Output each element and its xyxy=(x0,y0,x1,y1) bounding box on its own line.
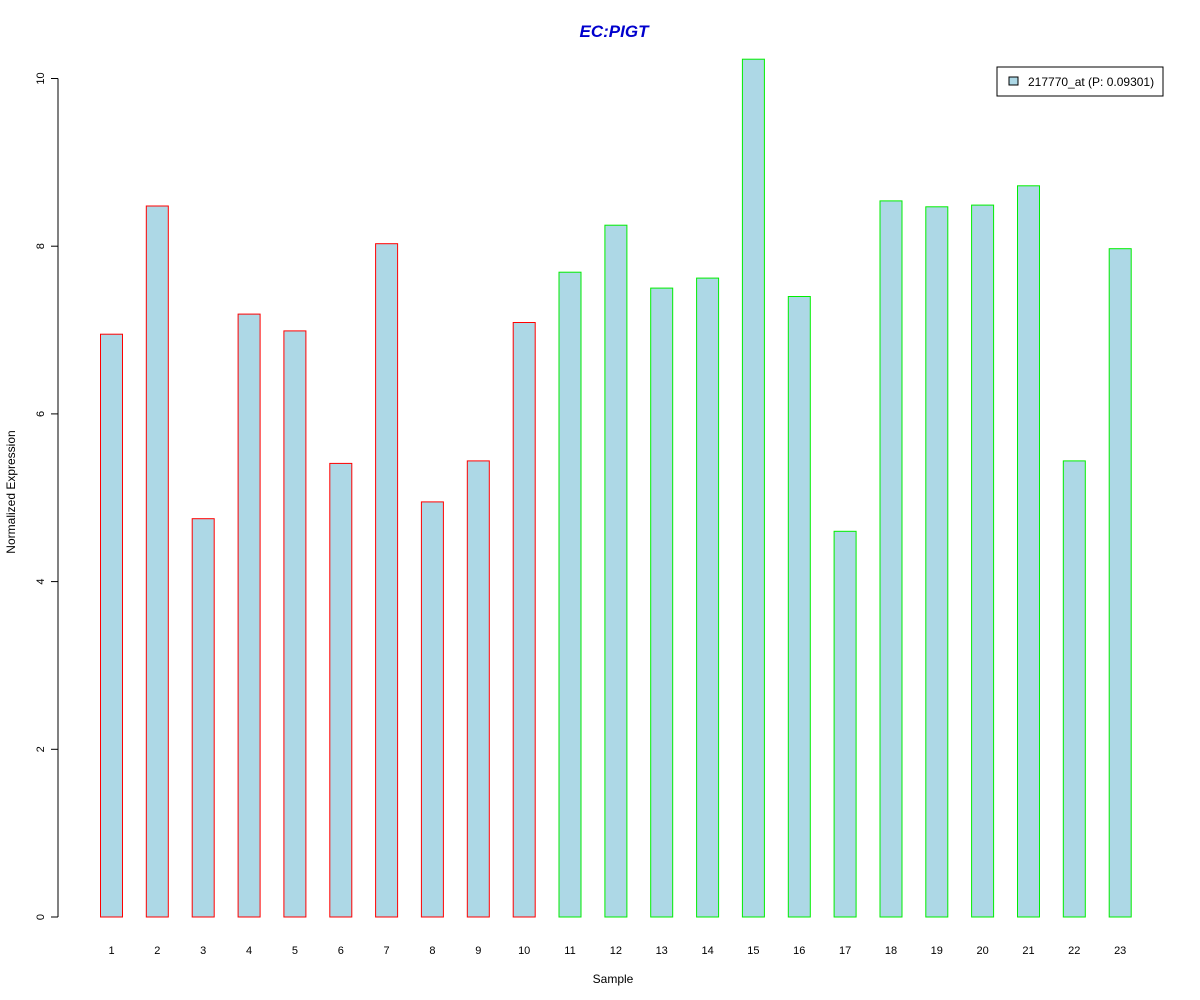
bar-sample-11 xyxy=(558,271,582,918)
x-tick-label: 12 xyxy=(610,945,622,957)
bar-sample-10 xyxy=(512,322,536,918)
x-tick-label: 13 xyxy=(656,945,668,957)
x-tick-label: 18 xyxy=(885,945,897,957)
x-tick-labels: 1 2 3 4 5 6 7 8 9 10 11 12 13 14 15 16 17 18 19 20 21 22 23 xyxy=(108,945,1126,957)
x-tick-label: 11 xyxy=(564,945,575,957)
bar-sample-17 xyxy=(833,530,857,918)
bar-sample-4 xyxy=(237,313,261,918)
y-tick-label: 2 xyxy=(35,746,47,752)
x-tick-label: 1 xyxy=(108,945,114,957)
x-tick-label: 23 xyxy=(1114,945,1126,957)
y-tick-label: 4 xyxy=(35,579,47,585)
y-tick-label: 8 xyxy=(35,243,47,249)
bar-sample-8 xyxy=(420,501,444,918)
legend: 217770_at (P: 0.09301) xyxy=(996,66,1164,97)
bar-sample-21 xyxy=(1017,185,1040,918)
bar-sample-6 xyxy=(329,462,353,918)
legend-swatch xyxy=(1008,76,1019,86)
x-tick-label: 16 xyxy=(793,945,805,957)
x-tick-label: 3 xyxy=(200,945,206,957)
bar-sample-9 xyxy=(466,460,490,918)
bar-sample-14 xyxy=(696,277,720,918)
x-tick-label: 9 xyxy=(475,945,481,957)
bar-sample-16 xyxy=(787,296,811,918)
bar-sample-3 xyxy=(191,518,215,918)
x-tick-label: 15 xyxy=(747,945,759,957)
bar-sample-18 xyxy=(879,200,903,918)
y-tick-label: 10 xyxy=(35,72,47,84)
y-tick-label: 6 xyxy=(35,411,47,417)
bars xyxy=(100,58,1132,918)
y-axis: 0 2 4 6 8 10 xyxy=(35,72,59,920)
bar-sample-12 xyxy=(604,224,628,918)
bar-sample-2 xyxy=(145,205,169,918)
bar-sample-15 xyxy=(741,58,765,918)
y-axis-label: Normalized Expression xyxy=(4,430,18,553)
y-tick-label: 0 xyxy=(35,914,47,920)
x-tick-label: 6 xyxy=(338,945,344,957)
bar-sample-20 xyxy=(971,204,995,918)
x-tick-label: 17 xyxy=(839,945,851,957)
x-tick-label: 14 xyxy=(701,945,713,957)
x-tick-label: 5 xyxy=(292,945,298,957)
x-tick-label: 19 xyxy=(931,945,943,957)
bar-sample-13 xyxy=(650,287,674,918)
legend-entry-label: 217770_at (P: 0.09301) xyxy=(1028,75,1154,89)
x-tick-label: 7 xyxy=(384,945,390,957)
x-axis-label: Sample xyxy=(593,972,634,986)
x-tick-label: 8 xyxy=(429,945,435,957)
bar-sample-7 xyxy=(375,243,399,918)
bar-sample-5 xyxy=(283,330,307,918)
chart-title: EC:PIGT xyxy=(580,22,651,41)
bar-sample-19 xyxy=(925,206,949,918)
x-tick-label: 22 xyxy=(1068,945,1080,957)
bar-sample-22 xyxy=(1062,460,1086,918)
x-tick-label: 2 xyxy=(154,945,160,957)
x-tick-label: 10 xyxy=(518,945,530,957)
bar-sample-23 xyxy=(1108,248,1132,918)
legend-box xyxy=(996,66,1164,97)
x-tick-label: 4 xyxy=(246,945,252,957)
bar-sample-1 xyxy=(100,333,123,918)
x-tick-label: 20 xyxy=(976,945,988,957)
x-tick-label: 21 xyxy=(1022,945,1034,957)
